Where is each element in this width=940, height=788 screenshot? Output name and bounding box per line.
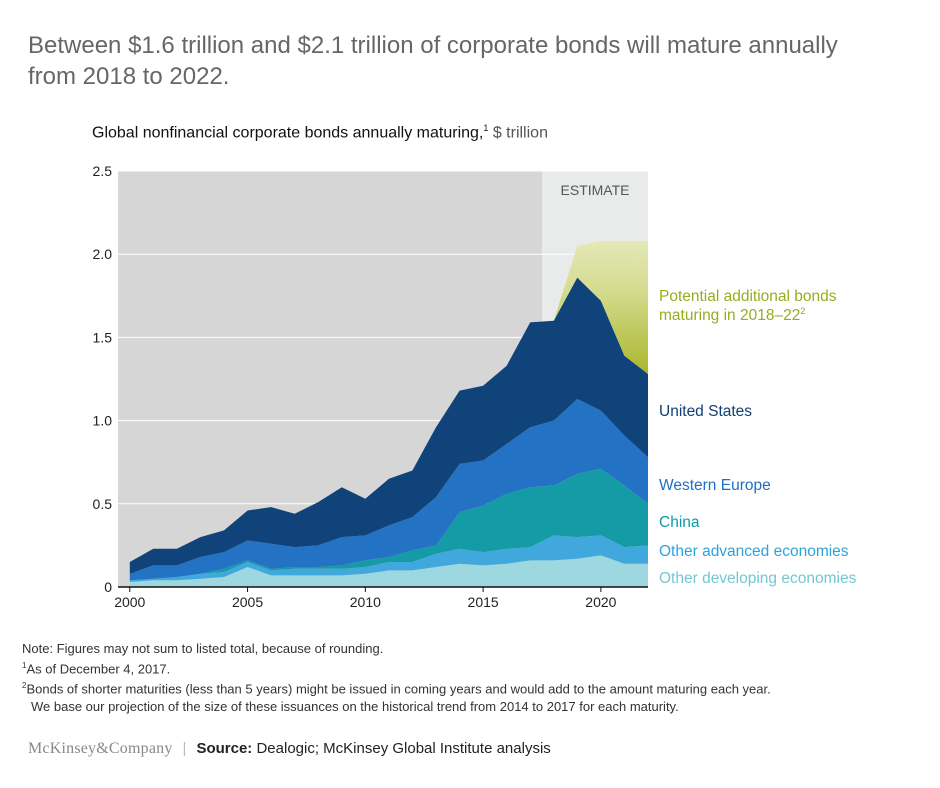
footnote-2: 2Bonds of shorter maturities (less than …	[22, 677, 771, 697]
chart-title-footnote-mark: 1	[483, 123, 489, 133]
legend-label-potential-line1: Potential additional bonds	[659, 288, 837, 305]
series-area-3	[129, 399, 649, 581]
footnote-1-text: As of December 4, 2017.	[26, 661, 171, 677]
estimate-label: ESTIMATE	[561, 182, 630, 198]
chart-subtitle: Global nonfinancial corporate bonds annu…	[92, 123, 548, 142]
legend-label-0: Other developing economies	[659, 570, 857, 587]
chart-title: Global nonfinancial corporate bonds annu…	[92, 124, 484, 142]
series-area-1	[129, 535, 649, 582]
y-tick-label: 0.5	[93, 496, 113, 512]
footnote-2-mark: 2	[22, 681, 27, 691]
legend-label-potential-line2: maturing in 2018–222	[659, 306, 805, 324]
notes: Note: Figures may not sum to listed tota…	[22, 640, 771, 715]
x-tick-label: 2005	[232, 594, 263, 610]
footnote-2-continuation: We base our projection of the size of th…	[31, 698, 679, 714]
y-tick-label: 2.5	[93, 163, 113, 179]
series-area-0	[129, 555, 649, 587]
note-rounding: Note: Figures may not sum to listed tota…	[22, 641, 384, 656]
legend-label-3: Western Europe	[659, 477, 771, 494]
source-label: Source:	[196, 740, 253, 757]
mckinsey-logo: McKinsey&Company	[28, 740, 173, 757]
source-text: Dealogic; McKinsey Global Institute anal…	[256, 740, 551, 757]
legend-label-2: China	[659, 514, 700, 531]
x-tick-label: 2020	[585, 594, 616, 610]
x-tick-label: 2015	[468, 594, 499, 610]
series-area-5	[553, 240, 648, 374]
y-tick-label: 1.5	[93, 329, 113, 345]
x-tick-label: 2000	[114, 594, 145, 610]
headline: Between $1.6 trillion and $2.1 trillion …	[28, 32, 838, 90]
legend-label-4: United States	[659, 403, 752, 420]
x-tick-label: 2010	[350, 594, 381, 610]
chart-unit: $ trillion	[492, 124, 548, 142]
series-area-2	[129, 468, 649, 581]
footnote-2-text: Bonds of shorter maturities (less than 5…	[26, 681, 771, 697]
footnote-1: 1As of December 4, 2017.	[22, 657, 771, 677]
series-area-4	[129, 277, 649, 574]
legend-label-1: Other advanced economies	[659, 543, 849, 560]
y-tick-label: 1.0	[93, 413, 113, 429]
footer: McKinsey&Company | Source: Dealogic; McKin…	[28, 740, 551, 758]
y-tick-label: 0	[104, 579, 112, 595]
footnote-1-mark: 1	[22, 661, 27, 670]
y-tick-label: 2.0	[93, 246, 113, 262]
area-chart: ESTIMATE 0 0.5 1.0 1.5 2.0 2.5 2000 2005 2010 2015…	[93, 163, 857, 610]
footer-divider: |	[182, 740, 187, 757]
